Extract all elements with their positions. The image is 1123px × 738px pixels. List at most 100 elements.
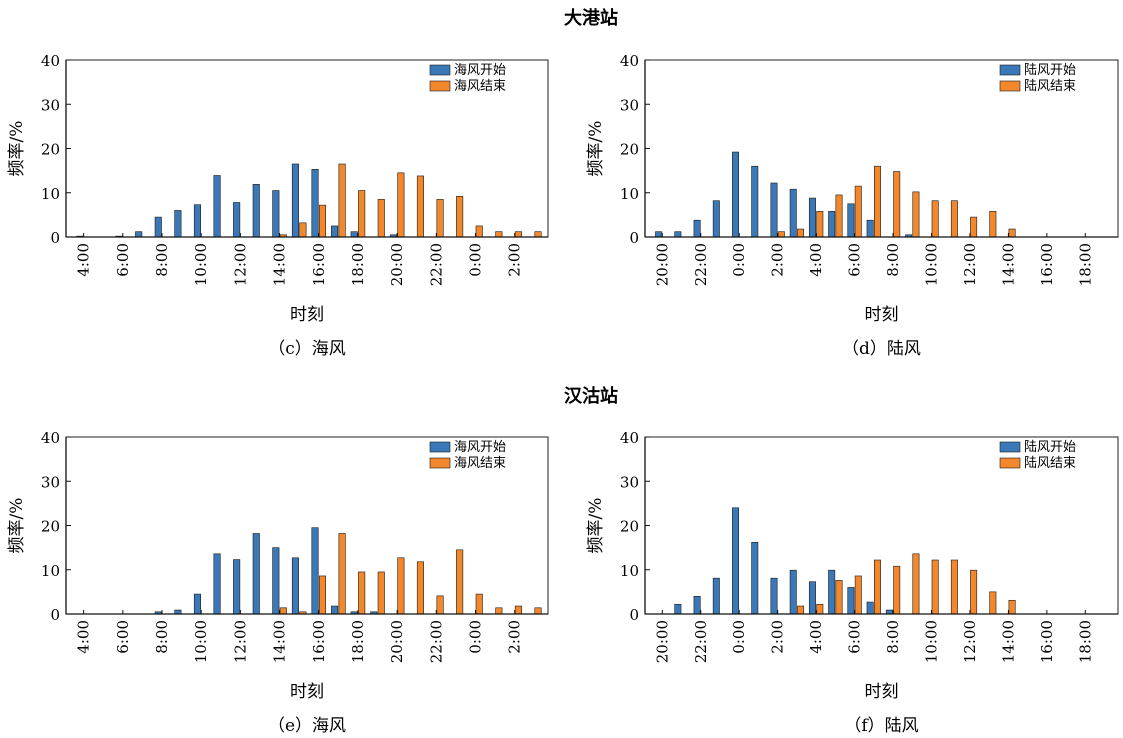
bar-start xyxy=(847,587,855,615)
bar-end xyxy=(854,185,862,238)
bar-start xyxy=(674,231,682,238)
bar-start xyxy=(770,182,778,238)
x-tick-label: 10:00 xyxy=(192,620,210,663)
legend-label: 海风开始 xyxy=(454,440,506,455)
y-axis-title: 频率/% xyxy=(7,498,27,554)
bar-end xyxy=(912,553,920,615)
x-tick-label: 18:00 xyxy=(1076,620,1094,663)
bar-end xyxy=(797,605,805,615)
x-tick-label: 20:00 xyxy=(388,243,406,286)
x-tick-label: 2:00 xyxy=(769,620,787,654)
bar-start xyxy=(135,231,143,238)
legend-label: 海风结束 xyxy=(454,456,506,471)
bar-start xyxy=(213,553,221,615)
y-tick-label: 40 xyxy=(620,52,639,70)
bar-start xyxy=(233,202,241,238)
bar-end xyxy=(456,549,464,615)
bar-end xyxy=(416,175,424,238)
bar-start xyxy=(828,569,836,615)
bar-end xyxy=(777,231,785,238)
x-tick-label: 10:00 xyxy=(192,243,210,286)
bar-start xyxy=(193,593,201,615)
bar-end xyxy=(416,561,424,615)
x-tick-label: 22:00 xyxy=(692,243,710,286)
x-tick-label: 0:00 xyxy=(467,620,485,654)
x-tick-label: 4:00 xyxy=(75,620,93,654)
bar-start xyxy=(350,231,358,238)
y-tick-label: 20 xyxy=(41,518,60,536)
bar-start xyxy=(712,200,720,238)
x-tick-label: 10:00 xyxy=(922,620,940,663)
legend-swatch xyxy=(429,441,451,453)
x-tick-label: 16:00 xyxy=(310,243,328,286)
x-axis-title: 时刻 xyxy=(865,682,899,702)
bar-start xyxy=(252,184,260,238)
legend-swatch xyxy=(999,441,1021,453)
y-tick-label: 30 xyxy=(41,96,60,114)
bar-end xyxy=(931,559,939,615)
bar-end xyxy=(989,591,997,615)
bar-end xyxy=(893,171,901,238)
y-tick-label: 10 xyxy=(620,562,639,580)
bar-end xyxy=(835,194,843,238)
y-axis-title: 频率/% xyxy=(7,121,27,177)
x-tick-label: 20:00 xyxy=(653,620,671,663)
bar-start xyxy=(693,219,701,238)
legend-label: 陆风开始 xyxy=(1024,62,1076,78)
bar-end xyxy=(377,571,385,615)
x-tick-label: 2:00 xyxy=(506,243,524,277)
x-tick-label: 14:00 xyxy=(271,243,289,286)
bar-end xyxy=(397,172,405,238)
bar-end xyxy=(456,195,464,238)
bar-start xyxy=(770,577,778,615)
y-tick-label: 40 xyxy=(41,429,60,447)
y-tick-label: 10 xyxy=(41,185,60,203)
bar-start xyxy=(847,203,855,238)
x-tick-label: 4:00 xyxy=(807,243,825,277)
bar-start xyxy=(789,569,797,615)
chart-panel-1: 0 10 20 30 40 4:00 6:00 8:00 10:00 12:00 14:00 16:0… xyxy=(7,52,549,359)
bar-start xyxy=(272,547,280,615)
y-tick-label: 40 xyxy=(41,52,60,70)
x-tick-label: 6:00 xyxy=(114,243,132,277)
bar-end xyxy=(1008,599,1016,615)
bar-end xyxy=(835,580,843,615)
x-tick-label: 2:00 xyxy=(769,243,787,277)
bar-end xyxy=(854,575,862,615)
bar-start xyxy=(866,601,874,615)
bar-end xyxy=(299,222,307,238)
x-tick-label: 14:00 xyxy=(271,620,289,663)
bar-start xyxy=(866,219,874,238)
bar-start xyxy=(291,557,299,615)
x-tick-label: 8:00 xyxy=(153,243,171,277)
bar-start xyxy=(174,210,182,238)
bar-start xyxy=(233,559,241,615)
bar-end xyxy=(514,231,522,238)
bar-start xyxy=(808,581,816,615)
x-tick-label: 8:00 xyxy=(153,620,171,654)
x-axis-title: 时刻 xyxy=(290,305,324,325)
bar-end xyxy=(816,603,824,615)
y-tick-label: 0 xyxy=(629,606,639,624)
bar-end xyxy=(950,559,958,615)
bar-start xyxy=(693,595,701,615)
bar-end xyxy=(874,165,881,238)
legend-swatch xyxy=(429,457,451,469)
legend-label: 海风结束 xyxy=(454,79,506,94)
legend-swatch xyxy=(999,80,1021,92)
x-tick-label: 12:00 xyxy=(961,243,979,286)
bar-end xyxy=(475,593,483,615)
bar-start xyxy=(291,163,299,238)
bar-end xyxy=(970,216,978,238)
x-tick-label: 10:00 xyxy=(922,243,940,286)
x-tick-label: 20:00 xyxy=(388,620,406,663)
bar-start xyxy=(808,197,816,238)
bar-end xyxy=(318,575,327,615)
y-tick-label: 20 xyxy=(41,141,60,159)
x-tick-label: 4:00 xyxy=(75,243,93,277)
x-tick-label: 16:00 xyxy=(310,620,328,663)
x-tick-label: 22:00 xyxy=(427,243,445,286)
y-tick-label: 10 xyxy=(620,185,639,203)
y-tick-label: 0 xyxy=(50,229,60,247)
x-tick-label: 16:00 xyxy=(1038,620,1056,663)
